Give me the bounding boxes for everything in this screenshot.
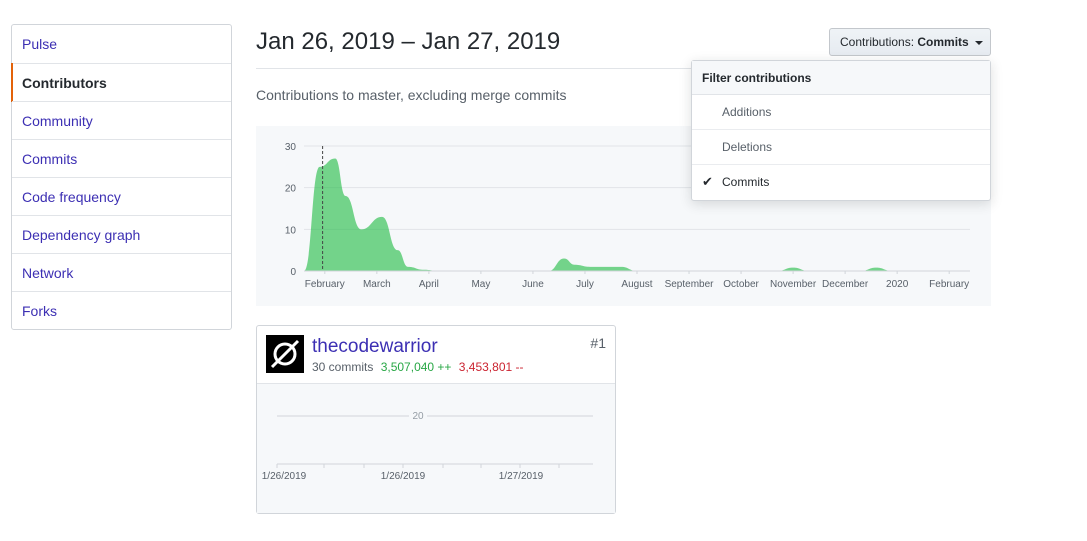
- sidebar-item-contributors[interactable]: Contributors: [11, 63, 231, 102]
- x-tick-label: December: [822, 279, 869, 290]
- sidebar-item-network[interactable]: Network: [12, 253, 231, 291]
- contributions-subtitle: Contributions to master, excluding merge…: [256, 87, 567, 103]
- filter-option-deletions[interactable]: Deletions: [692, 130, 990, 165]
- x-tick-label: October: [723, 279, 759, 290]
- avatar[interactable]: [266, 335, 304, 373]
- commits-area-series: [304, 158, 970, 271]
- sidebar-item-forks[interactable]: Forks: [12, 291, 231, 329]
- x-tick-label: September: [665, 279, 715, 290]
- y-tick-label: 0: [290, 267, 296, 278]
- contributor-chart-svg: 20 1/26/2019 1/26/2019 1/27/2019: [262, 410, 593, 482]
- x-tick-label: November: [770, 279, 817, 290]
- contributor-chart: 20 1/26/2019 1/26/2019 1/27/2019: [257, 383, 615, 513]
- check-icon: ✔: [702, 174, 713, 189]
- x-tick-label: March: [363, 279, 391, 290]
- contributions-button-value: Commits: [917, 35, 969, 49]
- x-tick-label: August: [621, 279, 652, 290]
- contributor-card: thecodewarrior 30 commits 3,507,040 ++ 3…: [256, 325, 616, 514]
- filter-option-label: Additions: [722, 105, 772, 119]
- grid-label-bg: [409, 410, 427, 422]
- y-tick-label: 10: [285, 225, 297, 236]
- x-tick-label: 1/26/2019: [262, 471, 307, 482]
- x-tick-label: 1/27/2019: [499, 471, 544, 482]
- contributions-button-prefix: Contributions:: [840, 35, 915, 49]
- additions-count: 3,507,040 ++: [380, 360, 452, 374]
- filter-option-label: Deletions: [722, 140, 773, 154]
- planet-logo-icon: [266, 335, 304, 373]
- caret-down-icon: [975, 40, 984, 45]
- repo-insights-sidebar: Pulse Contributors Community Commits Cod…: [11, 24, 232, 330]
- x-tick-label: February: [929, 279, 969, 290]
- x-tick-label: 2020: [886, 279, 909, 290]
- contributions-filter-button[interactable]: Contributions: Commits: [829, 28, 991, 56]
- contributor-stats: 30 commits 3,507,040 ++ 3,453,801 --: [312, 360, 524, 374]
- x-tick-label: May: [471, 279, 490, 290]
- sidebar-item-dependency-graph[interactable]: Dependency graph: [12, 215, 231, 253]
- y-tick-label: 20: [412, 411, 424, 422]
- deletions-count: 3,453,801 --: [458, 360, 524, 374]
- y-tick-label: 30: [285, 142, 297, 153]
- filter-menu-header: Filter contributions: [692, 61, 990, 95]
- sidebar-item-pulse[interactable]: Pulse: [22, 36, 58, 52]
- contributions-chart-svg: 0 10 20 30 February March April May June July Augu…: [285, 142, 970, 290]
- filter-option-additions[interactable]: Additions: [692, 95, 990, 130]
- date-range-title: Jan 26, 2019 – Jan 27, 2019: [256, 28, 561, 55]
- x-tick-label: 1/26/2019: [381, 471, 426, 482]
- filter-option-label: Commits: [722, 175, 770, 189]
- x-tick-label: February: [305, 279, 345, 290]
- filter-option-commits[interactable]: ✔ Commits: [692, 165, 990, 200]
- y-tick-label: 20: [285, 184, 297, 195]
- contributor-username-link[interactable]: thecodewarrior: [312, 336, 438, 357]
- sidebar-item-code-frequency[interactable]: Code frequency: [12, 177, 231, 215]
- header-divider: [256, 68, 692, 69]
- x-tick-label: June: [522, 279, 544, 290]
- filter-contributions-menu: Filter contributions Additions Deletions…: [691, 60, 991, 201]
- x-tick-label: April: [419, 279, 439, 290]
- x-tick-label: July: [576, 279, 594, 290]
- sidebar-item-commits[interactable]: Commits: [12, 139, 231, 177]
- commit-count: 30 commits: [312, 360, 374, 374]
- sidebar-item-community[interactable]: Community: [12, 101, 231, 139]
- contributor-rank: #1: [590, 335, 606, 351]
